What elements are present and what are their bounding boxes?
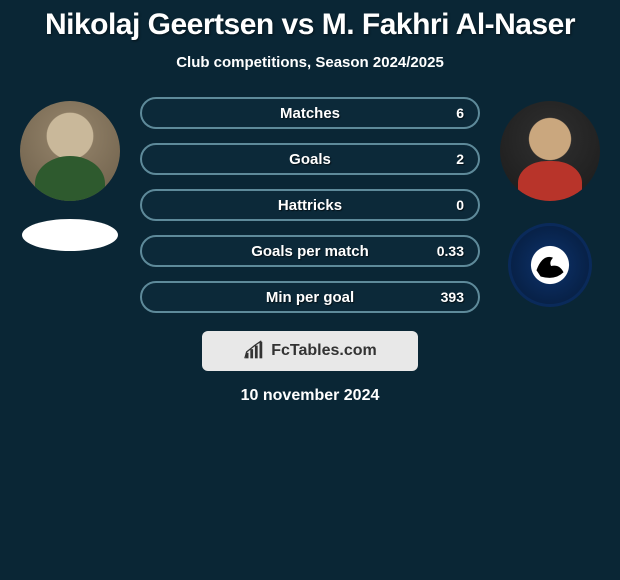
stat-value-right: 0 (456, 197, 464, 213)
chart-icon (243, 340, 265, 362)
right-club-badge (508, 223, 592, 307)
stat-row-goals-per-match: Goals per match 0.33 (140, 235, 480, 267)
left-player-column (20, 101, 120, 251)
stat-value-right: 6 (456, 105, 464, 121)
right-player-column (500, 101, 600, 307)
page-title: Nikolaj Geertsen vs M. Fakhri Al-Naser (0, 8, 620, 42)
stat-value-right: 393 (441, 289, 464, 305)
stat-row-matches: Matches 6 (140, 97, 480, 129)
swan-icon (524, 239, 576, 291)
stat-row-min-per-goal: Min per goal 393 (140, 281, 480, 313)
stat-value-right: 0.33 (437, 243, 464, 259)
stat-row-hattricks: Hattricks 0 (140, 189, 480, 221)
stat-label: Min per goal (266, 289, 354, 306)
left-player-avatar (20, 101, 120, 201)
stat-label: Goals per match (251, 243, 369, 260)
date-label: 10 november 2024 (0, 387, 620, 405)
stats-list: Matches 6 Goals 2 Hattricks 0 Goals per … (140, 97, 480, 313)
brand-badge: FcTables.com (202, 331, 418, 371)
comparison-body: Matches 6 Goals 2 Hattricks 0 Goals per … (0, 101, 620, 313)
stat-row-goals: Goals 2 (140, 143, 480, 175)
subtitle: Club competitions, Season 2024/2025 (0, 54, 620, 71)
stat-label: Hattricks (278, 197, 342, 214)
stat-label: Goals (289, 151, 331, 168)
stat-label: Matches (280, 105, 340, 122)
left-club-badge (22, 219, 118, 251)
brand-text: FcTables.com (271, 342, 377, 360)
right-player-avatar (500, 101, 600, 201)
stat-value-right: 2 (456, 151, 464, 167)
comparison-card: Nikolaj Geertsen vs M. Fakhri Al-Naser C… (0, 0, 620, 405)
